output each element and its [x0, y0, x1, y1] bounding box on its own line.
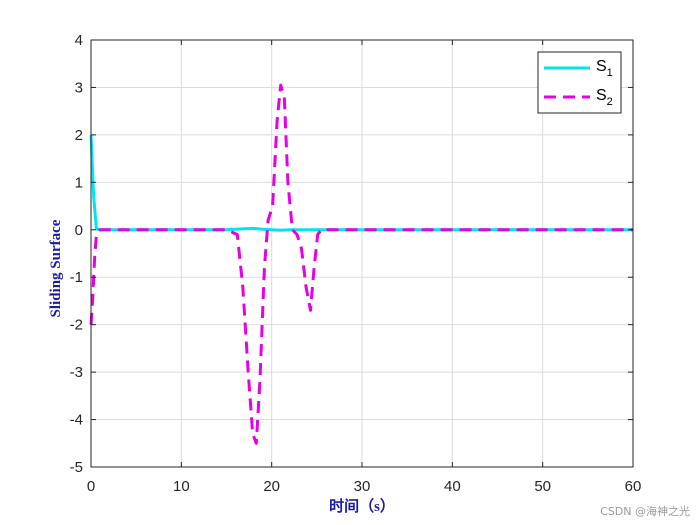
y-axis-label: Sliding Surface — [48, 219, 64, 317]
axis-ticks: 0 10 20 30 40 50 60 -5 -4 -3 -2 -1 0 1 2 3 4 — [70, 32, 642, 495]
x-tick-label: 30 — [354, 478, 371, 495]
legend-entry-s1-subscript: 1 — [607, 67, 613, 79]
y-tick-label: 4 — [75, 32, 83, 49]
legend-entry-s2: S2 — [596, 87, 613, 108]
x-tick-label: 0 — [87, 478, 95, 495]
x-tick-label: 40 — [444, 478, 461, 495]
x-tick-label: 20 — [263, 478, 280, 495]
y-tick-label: 1 — [75, 174, 83, 191]
x-tick-label: 10 — [173, 478, 190, 495]
legend-entry-s1: S1 — [596, 58, 613, 79]
x-tick-label: 50 — [534, 478, 551, 495]
series-lines — [89, 83, 633, 445]
legend-entry-s1-name: S — [596, 58, 607, 75]
y-tick-label: 0 — [75, 222, 83, 239]
legend-entry-s2-name: S — [596, 87, 607, 104]
y-tick-label: 2 — [75, 127, 83, 144]
y-tick-label: -1 — [70, 269, 83, 286]
legend: S1 S2 — [537, 51, 622, 114]
y-tick-label: -3 — [70, 364, 83, 381]
legend-box — [537, 51, 622, 114]
y-tick-label: -4 — [70, 412, 83, 429]
legend-entry-s2-subscript: 2 — [607, 96, 613, 108]
x-tick-label: 60 — [625, 478, 642, 495]
y-tick-label: -2 — [70, 317, 83, 334]
y-tick-label: -5 — [70, 459, 83, 476]
y-tick-label: 3 — [75, 79, 83, 96]
x-axis-label: 时间（s） — [329, 497, 395, 515]
watermark-text: CSDN @海神之光 — [600, 504, 690, 518]
